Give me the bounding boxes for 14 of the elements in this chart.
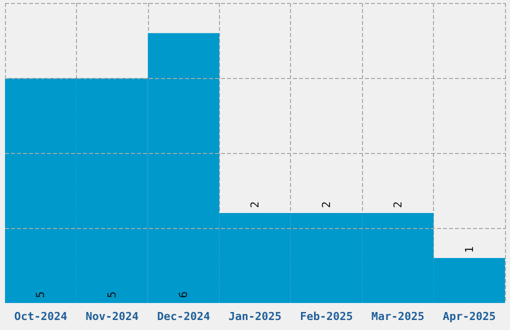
x-tick-label: Mar-2025 — [371, 310, 424, 323]
data-label: 6 — [177, 291, 190, 298]
x-tick-label: Dec-2024 — [157, 310, 210, 323]
data-label: 5 — [34, 291, 48, 298]
x-tick-label: Nov-2024 — [86, 310, 140, 323]
data-label: 2 — [391, 201, 404, 208]
x-tick-label: Apr-2025 — [442, 310, 496, 323]
data-label: 5 — [106, 291, 119, 298]
x-tick-label: Jan-2025 — [228, 310, 282, 323]
data-label: 2 — [320, 201, 333, 208]
x-tick-label: Feb-2025 — [300, 310, 353, 323]
x-tick-label: Oct-2024 — [14, 310, 68, 323]
data-label: 2 — [248, 201, 262, 208]
data-label: 1 — [462, 246, 476, 254]
